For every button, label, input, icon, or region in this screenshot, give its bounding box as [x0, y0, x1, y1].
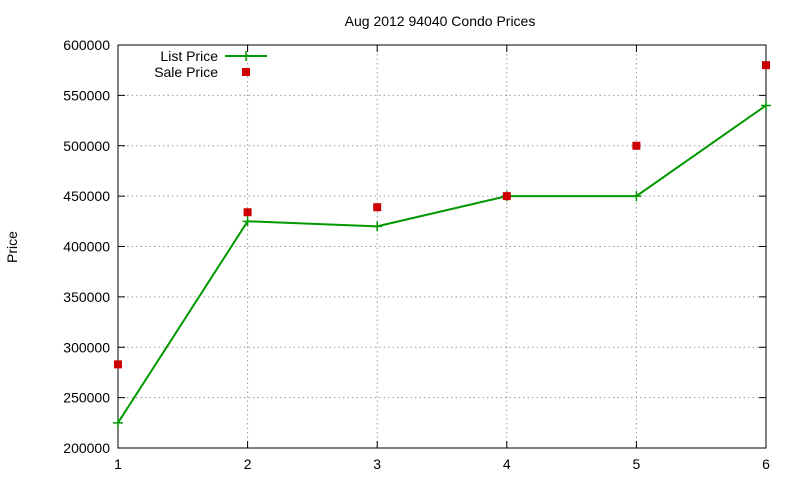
- series-layer: [113, 61, 771, 428]
- axes: 200000 250000 300000 350000 400000 450000 5000…: [63, 37, 770, 472]
- series-sale-price: [114, 61, 770, 369]
- y-tick-label: 350000: [63, 289, 110, 305]
- y-tick-label: 200000: [63, 440, 110, 456]
- list-price-point: [372, 221, 383, 232]
- list-price-point: [761, 100, 771, 111]
- y-tick-label: 550000: [63, 87, 110, 103]
- series-list-price: [113, 100, 771, 428]
- sale-price-point: [243, 208, 252, 217]
- plot-border: [117, 44, 767, 449]
- list-price-point: [242, 216, 253, 227]
- sale-price-point: [762, 61, 770, 70]
- y-tick-label: 450000: [63, 188, 110, 204]
- list-price-line: [117, 104, 767, 424]
- y-axis-label: Price: [4, 231, 20, 263]
- x-tick-label: 5: [633, 456, 641, 472]
- x-tick-label: 1: [114, 456, 122, 472]
- list-price-point: [631, 191, 642, 202]
- sale-price-point: [632, 141, 641, 150]
- legend-label: Sale Price: [154, 64, 218, 80]
- x-tick-label: 2: [244, 456, 252, 472]
- legend-marker-list-price: [241, 51, 251, 61]
- y-tick-label: 500000: [63, 138, 110, 154]
- x-tick-label: 3: [373, 456, 381, 472]
- y-tick-label: 600000: [63, 37, 110, 53]
- y-tick-label: 300000: [63, 339, 110, 355]
- sale-price-point: [373, 203, 382, 212]
- legend-marker-sale-price: [242, 68, 250, 76]
- x-tick-label: 6: [762, 456, 770, 472]
- sale-price-point: [114, 360, 122, 369]
- y-tick-label: 400000: [63, 239, 110, 255]
- x-tick-label: 4: [503, 456, 511, 472]
- legend-label: List Price: [160, 48, 218, 64]
- chart-title: Aug 2012 94040 Condo Prices: [345, 13, 536, 29]
- list-price-point: [113, 417, 123, 428]
- grid: [118, 45, 766, 448]
- y-tick-label: 250000: [63, 390, 110, 406]
- sale-price-point: [502, 192, 511, 201]
